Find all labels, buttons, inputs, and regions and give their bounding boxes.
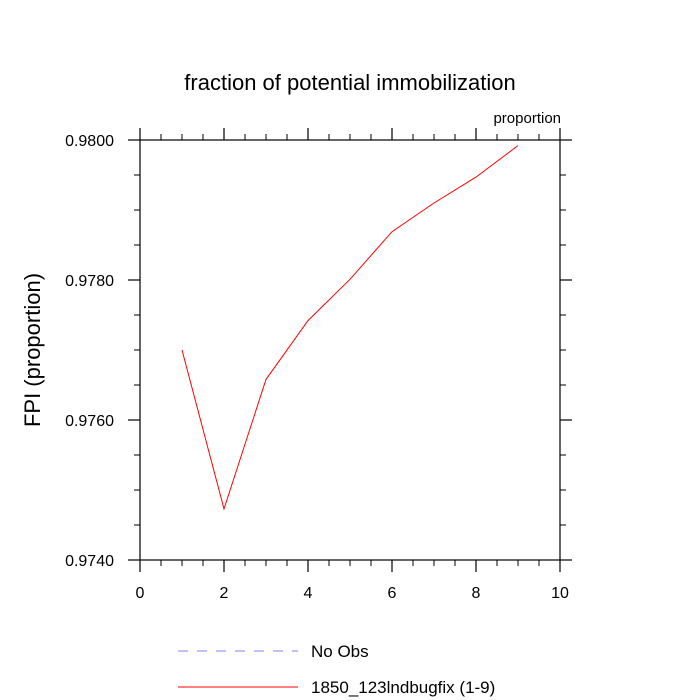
legend-label: No Obs	[311, 642, 369, 661]
y-tick-label: 0.9800	[65, 133, 114, 150]
chart-title: fraction of potential immobilization	[184, 70, 515, 95]
x-tick-label: 6	[388, 585, 397, 602]
y-tick-label: 0.9760	[65, 413, 114, 430]
units-label: proportion	[493, 110, 561, 127]
legend: No Obs 1850_123lndbugfix (1-9)	[178, 642, 495, 697]
x-axis-ticks: 0 2 4 6 8 10	[136, 128, 569, 602]
y-tick-label: 0.9780	[65, 273, 114, 290]
y-axis-ticks: 0.9740 0.9760 0.9780 0.9800	[65, 133, 572, 570]
legend-label: 1850_123lndbugfix (1-9)	[311, 678, 495, 697]
y-axis-label: FPI (proportion)	[20, 273, 45, 427]
x-tick-label: 4	[304, 585, 313, 602]
y-tick-label: 0.9740	[65, 553, 114, 570]
x-tick-label: 8	[472, 585, 481, 602]
plot-frame	[139, 139, 561, 561]
x-tick-label: 0	[136, 585, 145, 602]
x-tick-label: 10	[551, 585, 569, 602]
series-line	[181, 145, 519, 511]
series-lines	[181, 145, 519, 511]
x-tick-label: 2	[220, 585, 229, 602]
